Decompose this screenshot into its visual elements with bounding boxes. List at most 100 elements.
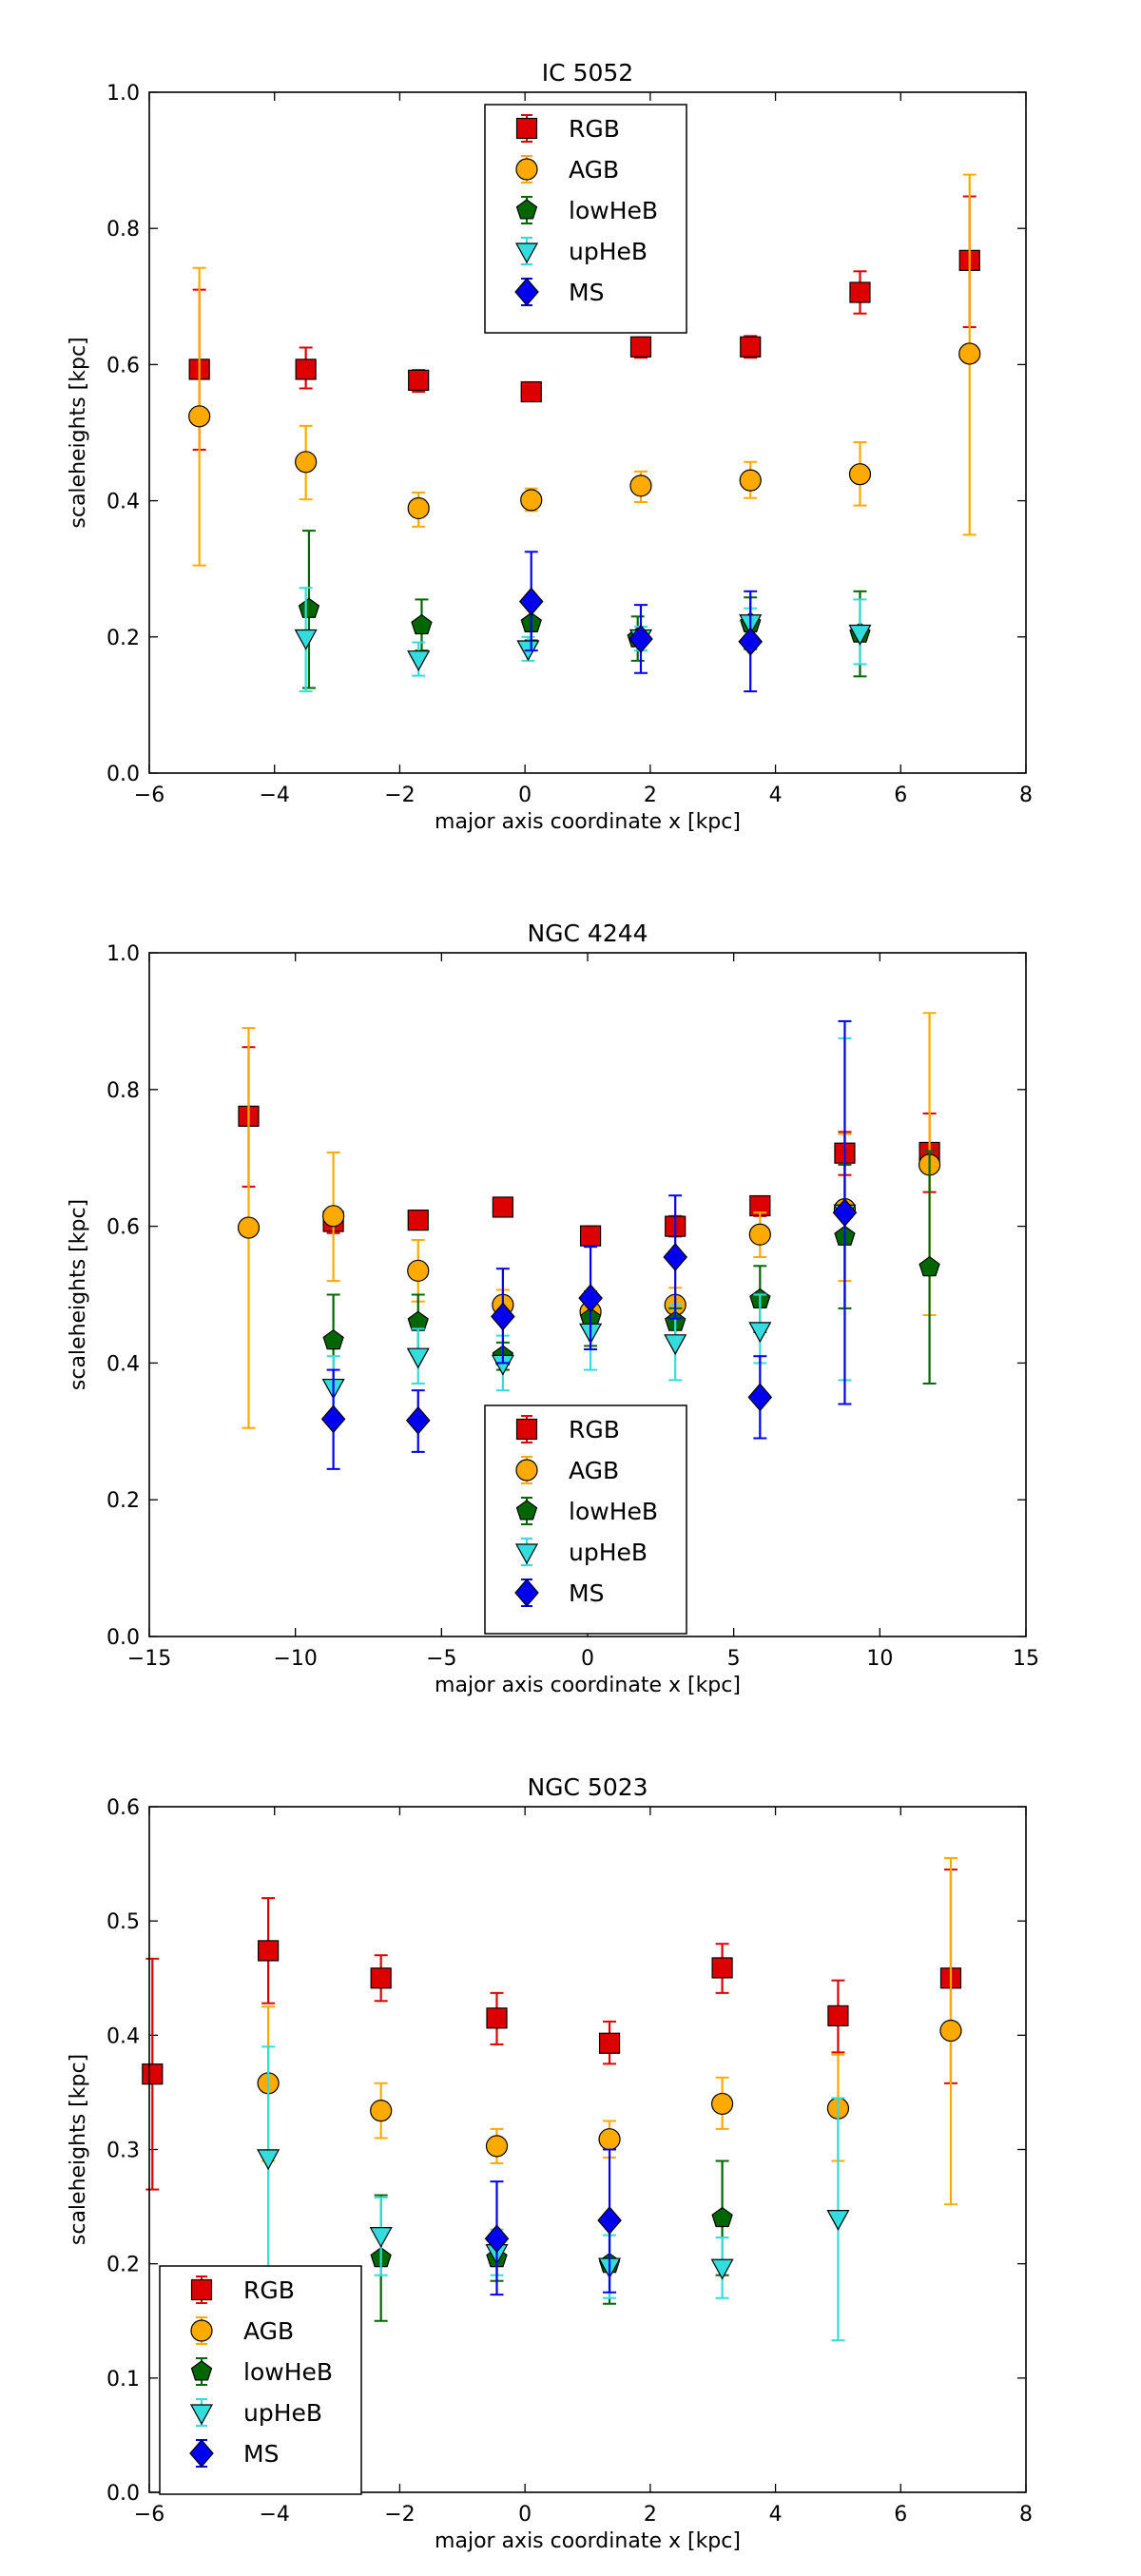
y-tick-label: 1.0 [106, 942, 140, 966]
y-tick-label: 0.2 [106, 2254, 140, 2277]
data-point [958, 342, 981, 365]
legend-marker [190, 2319, 213, 2342]
legend-label: upHeB [569, 1539, 648, 1566]
data-point [492, 1196, 513, 1218]
legend-marker [515, 117, 538, 140]
legend-marker [515, 1459, 538, 1482]
chart-title: IC 5052 [542, 59, 633, 87]
x-tick-label: 8 [1019, 2503, 1033, 2527]
legend-marker [515, 1418, 538, 1441]
data-point [258, 1940, 280, 1962]
data-point [663, 1243, 687, 1271]
legend-label: MS [569, 279, 604, 306]
x-tick-label: −15 [127, 1647, 171, 1671]
data-point [739, 469, 762, 492]
data-point [827, 2005, 849, 2027]
legend-label: AGB [569, 156, 619, 184]
data-point [405, 1405, 431, 1435]
data-point [298, 597, 320, 618]
legend-marker [190, 2278, 213, 2301]
x-tick-label: 0 [518, 784, 532, 807]
plot-frame [148, 1806, 1027, 2493]
x-tick-label: −6 [134, 784, 164, 807]
data-point [486, 2007, 508, 2029]
legend-label: lowHeB [569, 197, 658, 224]
data-point [738, 627, 764, 656]
legend-label: RGB [569, 1416, 620, 1443]
data-point [578, 1284, 603, 1313]
legend-marker [189, 2439, 214, 2468]
legend-label: MS [243, 2440, 279, 2468]
legend-marker [189, 2404, 214, 2426]
legend-label: upHeB [243, 2399, 322, 2427]
data-point [711, 1957, 733, 1979]
data-point [740, 336, 762, 358]
y-tick-label: 0.6 [106, 1216, 140, 1240]
legend-marker [515, 1500, 538, 1520]
y-tick-label: 0.4 [106, 491, 140, 514]
data-point [370, 2100, 393, 2122]
data-point [597, 2206, 622, 2235]
data-point [520, 380, 542, 403]
x-tick-label: 4 [769, 784, 783, 807]
x-tick-label: 10 [866, 1647, 893, 1671]
data-point [322, 1328, 344, 1350]
series-MS [518, 551, 764, 693]
plot-frame [148, 952, 1027, 1637]
y-axis-label: scaleheights [kpc] [67, 337, 90, 528]
series-lowHeB [370, 2160, 733, 2322]
chart-panel-1: IC 5052 −6 −4 −2 0 2 4 6 8 0.0 0.2 0.4 0.6 0.8 1.0 majo… [67, 59, 1033, 834]
data-point [485, 2135, 509, 2158]
y-tick-label: 0.6 [106, 354, 140, 378]
series-AGB [237, 1012, 941, 1429]
chart-title: NGC 5023 [527, 1773, 648, 1801]
data-point [832, 1198, 858, 1228]
y-tick-label: 0.0 [106, 1626, 140, 1650]
y-tick-label: 0.4 [106, 1352, 140, 1376]
y-axis-label: scaleheights [kpc] [67, 1199, 90, 1390]
y-axis-label: scaleheights [kpc] [67, 2054, 90, 2245]
x-tick-label: −2 [384, 2503, 415, 2527]
data-point [484, 2224, 510, 2254]
x-tick-label: −4 [259, 784, 289, 807]
legend-marker [515, 158, 538, 181]
y-tick-label: 0.4 [106, 2024, 140, 2048]
legend-label: lowHeB [243, 2358, 333, 2386]
data-point [598, 2128, 621, 2151]
x-axis-label: major axis coordinate x [kpc] [435, 1674, 741, 1697]
data-point [518, 587, 544, 616]
data-point [598, 2032, 621, 2054]
series-upHeB [294, 587, 872, 693]
x-tick-label: 0 [518, 2503, 532, 2527]
x-axis-label: major axis coordinate x [kpc] [435, 810, 741, 834]
legend-marker [514, 1543, 539, 1565]
legend-marker [515, 199, 538, 220]
y-tick-label: 0.8 [106, 218, 140, 242]
legend-label: AGB [569, 1457, 619, 1484]
legend: RGB AGB lowHeB upHeB MS [159, 2265, 362, 2495]
y-tick-label: 0.3 [106, 2140, 140, 2163]
chart-panel-2: NGC 4244 −15 −10 −5 0 5 10 15 0.0 0.2 0.4 0.6 0.8 1.0… [67, 920, 1039, 1697]
x-tick-label: 2 [644, 2503, 657, 2527]
legend-label: RGB [569, 115, 620, 143]
x-tick-label: 0 [581, 1647, 594, 1671]
data-point [919, 1255, 940, 1277]
data-point [406, 1347, 430, 1369]
data-point [848, 463, 872, 486]
data-point [369, 2227, 393, 2248]
x-tick-label: −6 [134, 2503, 164, 2527]
chart-title: NGC 4244 [527, 920, 648, 947]
series-lowHeB [298, 530, 871, 689]
data-point [710, 2258, 734, 2280]
data-point [295, 358, 317, 380]
data-point [629, 475, 652, 497]
chart-panel-3: NGC 5023 −6 −4 −2 0 2 4 6 8 0.0 0.1 0.2 0.3 0.4 0.5 0.6… [67, 1773, 1033, 2553]
data-point [320, 1404, 346, 1434]
x-tick-label: 6 [894, 784, 907, 807]
y-tick-label: 0.0 [106, 763, 140, 786]
x-tick-label: −2 [384, 784, 415, 807]
series-AGB [188, 173, 981, 567]
data-point [370, 1967, 392, 1989]
legend-marker [514, 1579, 539, 1607]
